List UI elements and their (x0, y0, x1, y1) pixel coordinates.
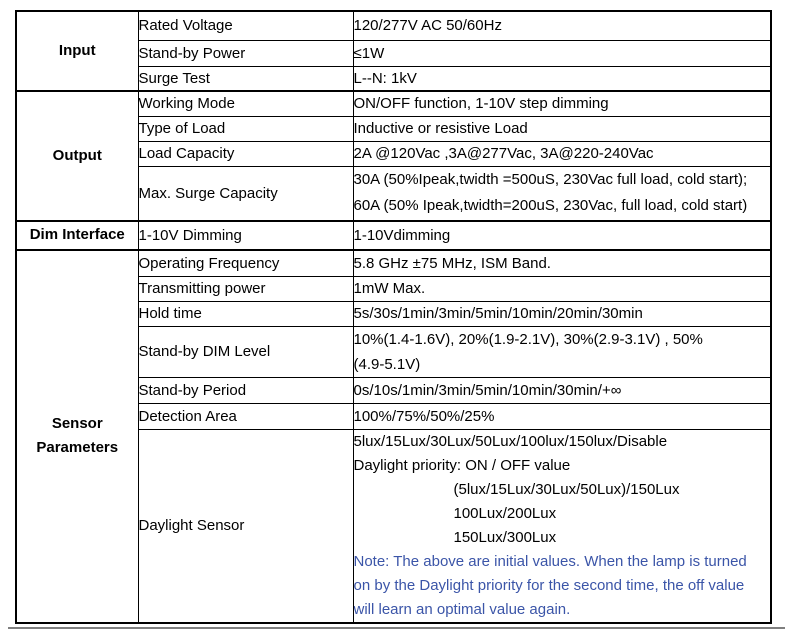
value-cell-hold-time: 5s/30s/1min/3min/5min/10min/20min/30min (352, 300, 772, 327)
param-cell-load-capacity: Load Capacity (137, 140, 354, 167)
value-cell-max-surge-capacity: 30A (50%Ipeak,twidth =500uS, 230Vac full… (352, 165, 772, 222)
value-line: Daylight priority: ON / OFF value (353, 456, 571, 474)
param-cell-daylight-sensor: Daylight Sensor (137, 428, 354, 623)
value-cell-rated-voltage: 120/277V AC 50/60Hz (352, 10, 772, 41)
param-cell-standby-dim-level: Stand-by DIM Level (137, 325, 354, 378)
param-cell-standby-period: Stand-by Period (137, 376, 354, 404)
table-row: Transmitting power 1mW Max. (16, 275, 772, 302)
value-cell-standby-period: 0s/10s/1min/3min/5min/10min/30min/+∞ (352, 376, 772, 404)
value-cell-detection-area: 100%/75%/50%/25% (352, 402, 772, 430)
category-cell-input: Input (15, 10, 139, 92)
table-row: Input Rated Voltage 120/277V AC 50/60Hz (15, 10, 772, 92)
category-cell-output: Output (15, 90, 139, 222)
param-cell-max-surge-capacity: Max. Surge Capacity (137, 165, 354, 222)
param-cell-1-10v-dimming: 1-10V Dimming (137, 220, 354, 251)
table-row: Sensor Parameters Operating Frequency 5.… (15, 249, 772, 623)
value-line: 60A (50% Ipeak,twidth=200uS, 230Vac, ful… (353, 197, 748, 215)
value-cell-daylight-sensor: 5lux/15Lux/30Lux/50Lux/100lux/150lux/Dis… (352, 428, 772, 623)
value-cell-1-10v-dimming: 1-10Vdimming (352, 220, 772, 251)
value-cell-surge-test: L--N: 1kV (352, 65, 772, 92)
param-cell-operating-frequency: Operating Frequency (137, 249, 354, 277)
value-line: 10%(1.4-1.6V), 20%(1.9-2.1V), 30%(2.9-3.… (353, 330, 703, 348)
note-line: on by the Daylight priority for the seco… (353, 576, 745, 594)
table-row: Type of Load Inductive or resistive Load (16, 115, 772, 142)
value-cell-standby-dim-level: 10%(1.4-1.6V), 20%(1.9-2.1V), 30%(2.9-3.… (352, 325, 772, 378)
table-row: Stand-by Power ≤1W (16, 39, 772, 67)
table-row: Daylight Sensor 5lux/15Lux/30Lux/50Lux/1… (16, 428, 772, 623)
table-row: Surge Test L--N: 1kV (16, 65, 772, 92)
category-cell-dim-interface: Dim Interface (15, 220, 139, 251)
param-cell-detection-area: Detection Area (137, 402, 354, 430)
value-cell-load-capacity: 2A @120Vac ,3A@277Vac, 3A@220-240Vac (352, 140, 772, 167)
table-row: Load Capacity 2A @120Vac ,3A@277Vac, 3A@… (16, 140, 772, 167)
table-row: Stand-by DIM Level 10%(1.4-1.6V), 20%(1.… (16, 325, 772, 378)
param-cell-surge-test: Surge Test (137, 65, 354, 92)
param-cell-transmitting-power: Transmitting power (137, 275, 354, 302)
value-line: (4.9-5.1V) (353, 355, 421, 373)
value-cell-operating-frequency: 5.8 GHz ±75 MHz, ISM Band. (352, 249, 772, 277)
value-line-indented: 100Lux/200Lux (453, 504, 557, 522)
param-cell-standby-power: Stand-by Power (137, 39, 354, 67)
table-row: Output Working Mode ON/OFF function, 1-1… (15, 90, 772, 222)
param-cell-rated-voltage: Rated Voltage (137, 10, 354, 41)
value-line-indented: 150Lux/300Lux (453, 528, 557, 546)
value-line: 30A (50%Ipeak,twidth =500uS, 230Vac full… (353, 171, 748, 189)
category-cell-sensor-parameters: Sensor Parameters (15, 249, 139, 623)
note-line: will learn an optimal value again. (353, 600, 571, 618)
table-row: Max. Surge Capacity 30A (50%Ipeak,twidth… (16, 165, 772, 222)
value-cell-working-mode: ON/OFF function, 1-10V step dimming (352, 90, 772, 117)
table-row: Dim Interface 1-10V Dimming 1-10Vdimming (15, 220, 772, 251)
note-line: Note: The above are initial values. When… (353, 552, 747, 570)
param-cell-hold-time: Hold time (137, 300, 354, 327)
table-row: Stand-by Period 0s/10s/1min/3min/5min/10… (16, 376, 772, 404)
value-cell-standby-power: ≤1W (352, 39, 772, 67)
page-bottom-rule (8, 627, 785, 629)
spec-table: Input Rated Voltage 120/277V AC 50/60Hz … (15, 10, 772, 624)
param-cell-working-mode: Working Mode (137, 90, 354, 117)
value-line: 5lux/15Lux/30Lux/50Lux/100lux/150lux/Dis… (353, 432, 668, 450)
value-cell-transmitting-power: 1mW Max. (352, 275, 772, 302)
table-row: Detection Area 100%/75%/50%/25% (16, 402, 772, 430)
value-line-indented: (5lux/15Lux/30Lux/50Lux)/150Lux (453, 480, 680, 498)
param-cell-type-of-load: Type of Load (137, 115, 354, 142)
value-cell-type-of-load: Inductive or resistive Load (352, 115, 772, 142)
